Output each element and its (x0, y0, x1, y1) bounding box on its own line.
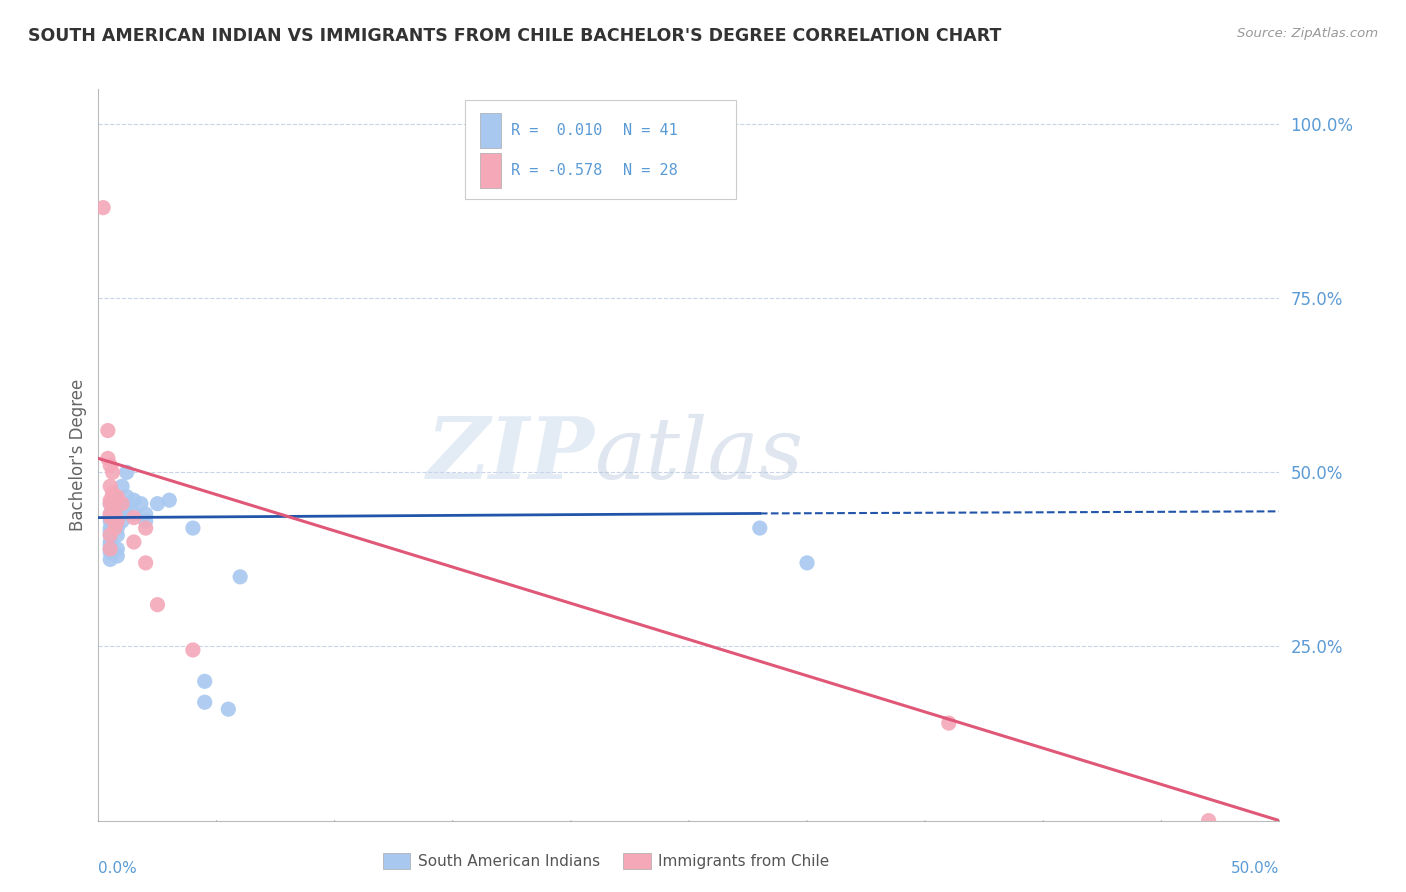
Point (98, 497, 121, 511)
Text: 0.0%: 0.0% (98, 861, 138, 876)
FancyBboxPatch shape (479, 112, 501, 148)
Point (217, 702, 239, 716)
Text: N = 28: N = 28 (623, 163, 678, 178)
Point (194, 695, 217, 709)
Point (101, 466, 124, 480)
Point (97, 451, 120, 466)
FancyBboxPatch shape (464, 100, 737, 199)
Point (105, 549, 128, 563)
Point (111, 497, 134, 511)
Point (122, 510, 145, 524)
Point (135, 521, 157, 535)
Point (105, 490, 128, 504)
Point (98, 539, 121, 553)
Point (129, 497, 152, 511)
Point (98, 521, 121, 535)
Point (194, 674, 217, 689)
Legend: South American Indians, Immigrants from Chile: South American Indians, Immigrants from … (377, 847, 835, 875)
Point (122, 493, 145, 508)
Point (105, 507, 128, 521)
Point (98, 507, 121, 521)
Point (98, 541, 121, 556)
Point (98, 479, 121, 493)
Point (229, 570, 252, 584)
Point (101, 500, 124, 515)
Point (105, 528, 128, 542)
Text: Source: ZipAtlas.com: Source: ZipAtlas.com (1237, 27, 1378, 40)
Point (98, 510, 121, 524)
Point (157, 493, 180, 508)
Point (105, 541, 128, 556)
Point (115, 490, 138, 504)
Point (122, 535, 145, 549)
Point (98, 497, 121, 511)
Point (748, 521, 770, 535)
Point (111, 497, 134, 511)
Point (146, 598, 169, 612)
Point (181, 643, 204, 657)
Point (98, 552, 121, 566)
Text: ZIP: ZIP (426, 413, 595, 497)
Point (122, 507, 145, 521)
Point (105, 493, 128, 508)
Point (135, 514, 157, 528)
Point (98, 528, 121, 542)
Point (105, 514, 128, 528)
Point (98, 528, 121, 542)
Point (135, 556, 157, 570)
Point (105, 500, 128, 515)
Point (104, 507, 127, 521)
Point (98, 507, 121, 521)
Point (111, 514, 134, 528)
Point (181, 521, 204, 535)
Point (1198, 814, 1220, 828)
Point (97, 424, 120, 438)
Point (91, 201, 114, 215)
Point (98, 493, 121, 508)
Point (104, 493, 127, 508)
Point (105, 514, 128, 528)
Point (104, 521, 127, 535)
Text: R =  0.010: R = 0.010 (510, 123, 602, 137)
Text: 50.0%: 50.0% (1232, 861, 1279, 876)
Text: N = 41: N = 41 (623, 123, 678, 137)
Point (98, 545, 121, 559)
Point (98, 535, 121, 549)
Point (98, 458, 121, 473)
Point (111, 479, 134, 493)
FancyBboxPatch shape (479, 153, 501, 188)
Text: R = -0.578: R = -0.578 (510, 163, 602, 178)
Text: SOUTH AMERICAN INDIAN VS IMMIGRANTS FROM CHILE BACHELOR'S DEGREE CORRELATION CHA: SOUTH AMERICAN INDIAN VS IMMIGRANTS FROM… (28, 27, 1001, 45)
Y-axis label: Bachelor's Degree: Bachelor's Degree (69, 379, 87, 531)
Point (98, 524, 121, 539)
Point (111, 507, 134, 521)
Point (105, 521, 128, 535)
Point (135, 507, 157, 521)
Text: atlas: atlas (595, 414, 804, 496)
Point (796, 556, 818, 570)
Point (115, 466, 138, 480)
Point (101, 486, 124, 500)
Point (938, 716, 960, 731)
Point (98, 510, 121, 524)
Point (146, 497, 169, 511)
Point (98, 514, 121, 528)
Point (115, 500, 138, 515)
Point (98, 541, 121, 556)
